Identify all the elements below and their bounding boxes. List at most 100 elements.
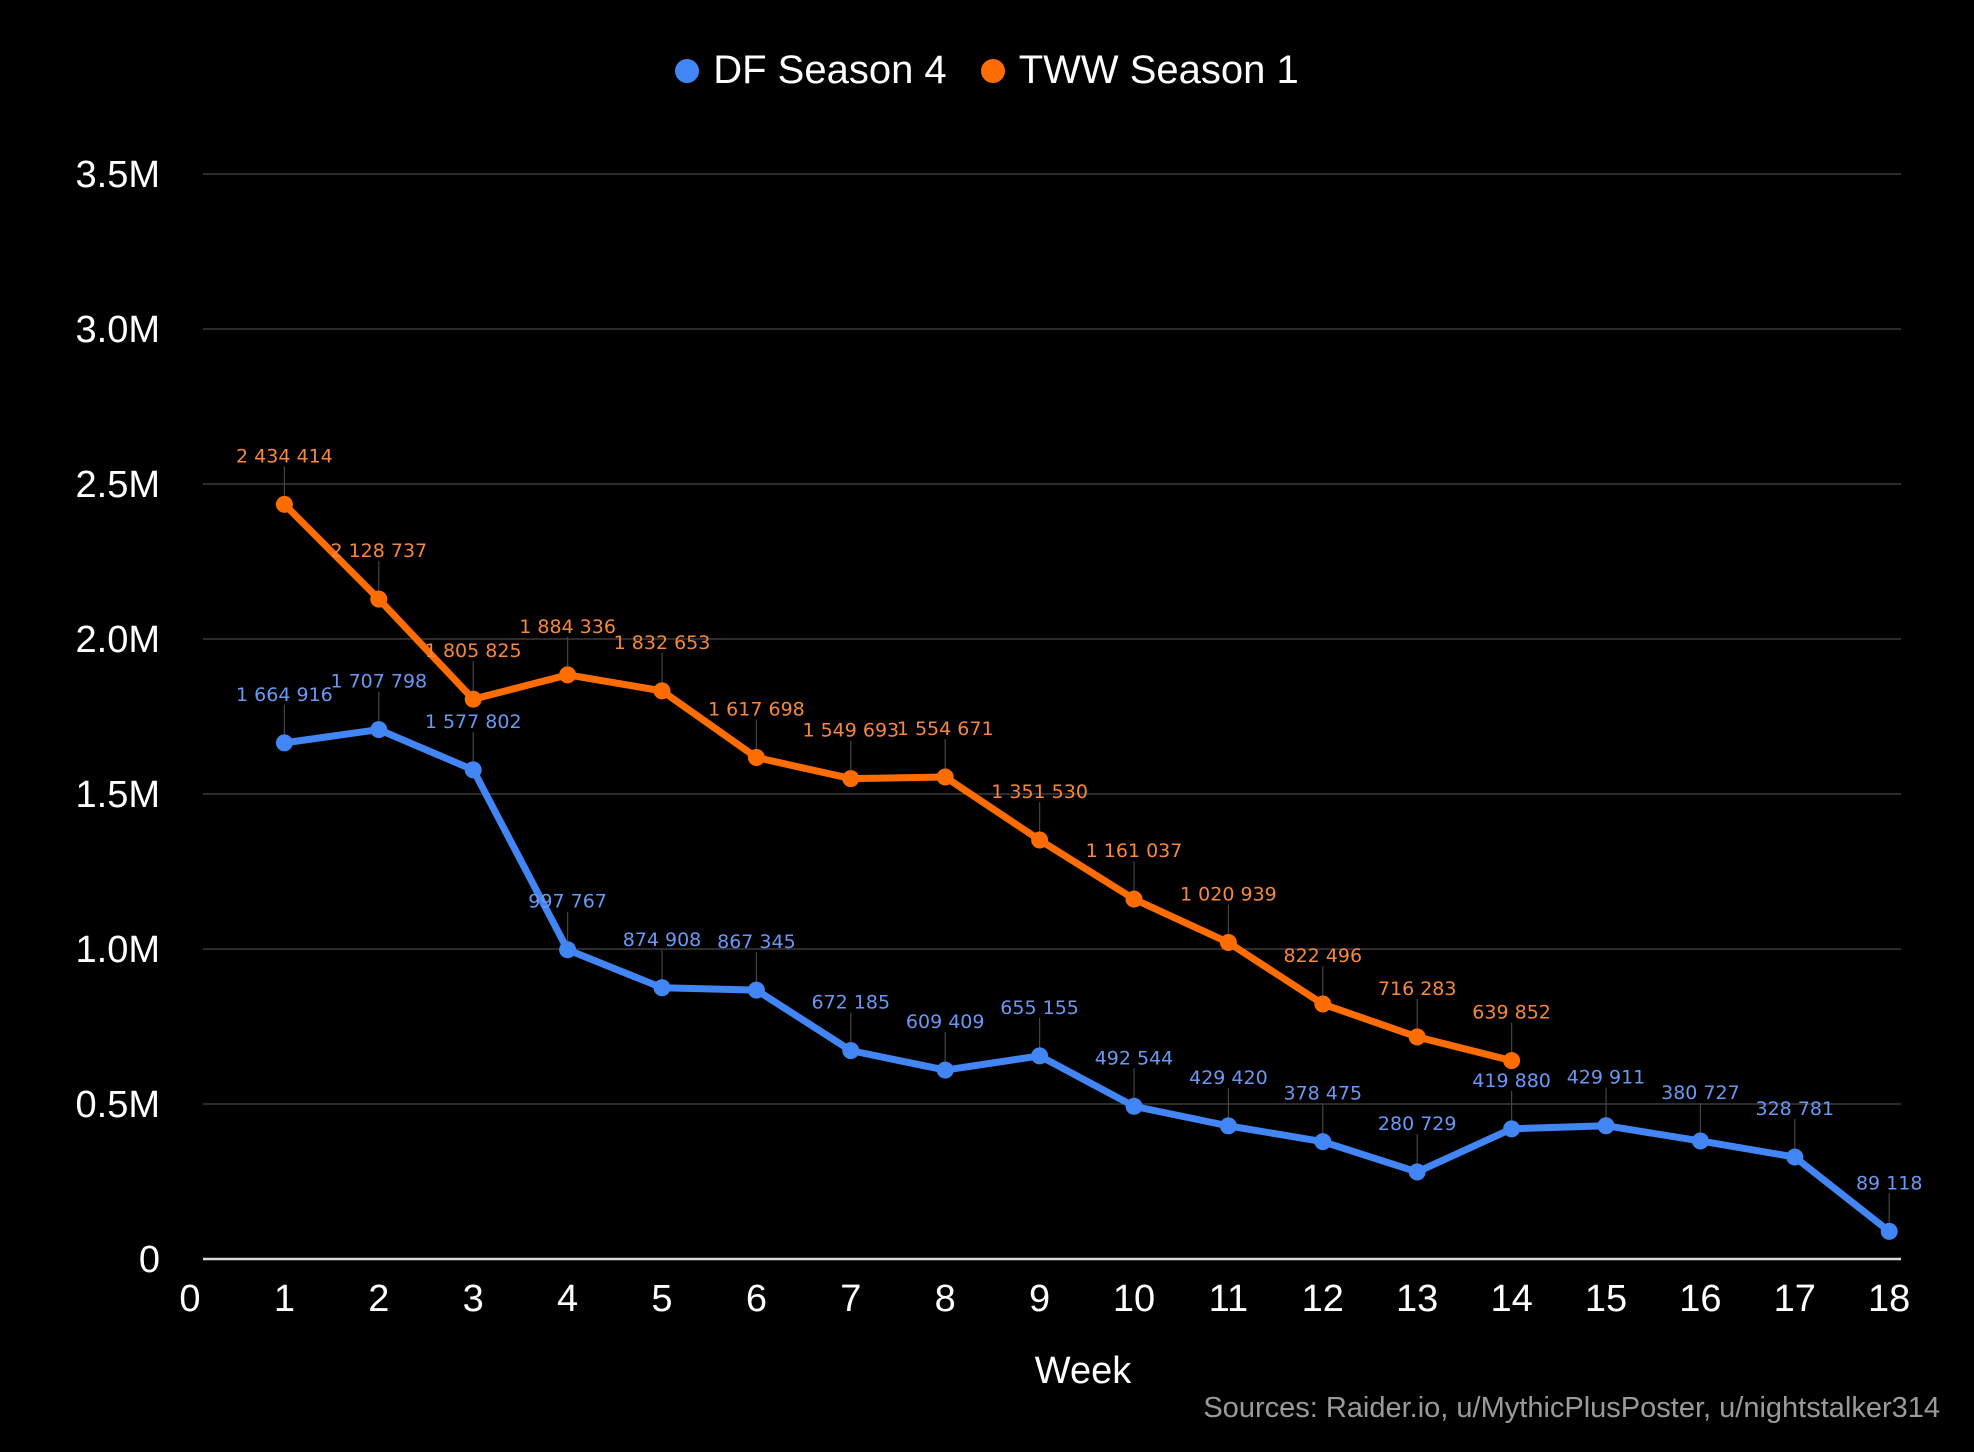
- data-point[interactable]: [936, 1061, 954, 1079]
- data-label: 1 161 037: [1086, 840, 1183, 862]
- data-point[interactable]: [370, 721, 388, 739]
- data-label: 1 549 693: [802, 720, 899, 742]
- x-tick-label: 14: [1490, 1278, 1532, 1320]
- data-point[interactable]: [1031, 1047, 1049, 1065]
- data-label: 672 185: [812, 992, 891, 1014]
- leader-lines: [283, 466, 1513, 1053]
- data-point[interactable]: [842, 770, 860, 788]
- data-point[interactable]: [936, 768, 954, 786]
- data-point[interactable]: [1125, 1097, 1143, 1115]
- legend-label-df-season-4: DF Season 4: [713, 48, 947, 92]
- data-point[interactable]: [1597, 1117, 1615, 1135]
- y-tick-label: 1.5M: [76, 774, 160, 816]
- data-point[interactable]: [1314, 995, 1332, 1013]
- legend-item-tww-season-1[interactable]: TWW Season 1: [980, 48, 1299, 93]
- legend: DF Season 4 TWW Season 1: [0, 48, 1974, 93]
- data-label: 1 884 336: [519, 616, 616, 638]
- x-tick-label: 18: [1868, 1278, 1910, 1320]
- x-tick-label: 3: [463, 1278, 484, 1320]
- source-note: Sources: Raider.io, u/MythicPlusPoster, …: [1203, 1392, 1940, 1424]
- data-label: 419 880: [1472, 1070, 1551, 1092]
- x-tick-label: 4: [557, 1278, 578, 1320]
- data-label: 1 351 530: [991, 781, 1088, 803]
- data-point[interactable]: [1691, 1132, 1709, 1150]
- data-label: 1 707 798: [330, 671, 427, 693]
- data-label: 1 577 802: [425, 711, 522, 733]
- data-label: 1 805 825: [425, 640, 522, 662]
- legend-item-df-season-4[interactable]: DF Season 4: [675, 48, 947, 93]
- data-point[interactable]: [1219, 934, 1237, 952]
- data-point[interactable]: [275, 495, 293, 513]
- data-point[interactable]: [464, 761, 482, 779]
- series-line-tww-season-1: [280, 500, 1516, 1065]
- data-point[interactable]: [1031, 831, 1049, 849]
- data-label: 997 767: [528, 891, 607, 913]
- data-point[interactable]: [747, 749, 765, 767]
- x-tick-label: 13: [1396, 1278, 1438, 1320]
- y-tick-label: 0: [139, 1239, 160, 1281]
- data-point[interactable]: [653, 682, 671, 700]
- data-label: 874 908: [623, 929, 702, 951]
- data-label: 2 128 737: [330, 540, 427, 562]
- leader-lines: [283, 691, 1890, 1224]
- y-tick-label: 0.5M: [76, 1084, 160, 1126]
- data-label: 429 420: [1189, 1067, 1268, 1089]
- data-label: 1 617 698: [708, 699, 805, 721]
- x-tick-label: 7: [840, 1278, 861, 1320]
- y-tick-label: 2.0M: [76, 619, 160, 661]
- data-point[interactable]: [1125, 890, 1143, 908]
- data-point[interactable]: [559, 941, 577, 959]
- legend-label-tww-season-1: TWW Season 1: [1018, 48, 1299, 92]
- data-label: 328 781: [1756, 1098, 1835, 1120]
- x-tick-label: 11: [1209, 1278, 1248, 1320]
- data-label: 655 155: [1000, 997, 1079, 1019]
- data-label: 378 475: [1284, 1083, 1363, 1105]
- data-point[interactable]: [370, 590, 388, 608]
- data-label: 492 544: [1095, 1047, 1174, 1069]
- y-tick-label: 3.5M: [76, 154, 160, 196]
- data-label: 280 729: [1378, 1113, 1457, 1135]
- x-tick-label: 5: [651, 1278, 672, 1320]
- data-point[interactable]: [1786, 1148, 1804, 1166]
- x-axis-title: Week: [1035, 1350, 1132, 1392]
- data-label: 822 496: [1284, 945, 1363, 967]
- data-point[interactable]: [275, 734, 293, 752]
- data-label: 429 911: [1567, 1067, 1646, 1089]
- x-tick-label: 17: [1774, 1278, 1816, 1320]
- data-point[interactable]: [653, 979, 671, 997]
- data-point[interactable]: [1408, 1163, 1426, 1181]
- data-point[interactable]: [1219, 1117, 1237, 1135]
- y-tick-label: 1.0M: [76, 929, 160, 971]
- x-tick-label: 10: [1113, 1278, 1155, 1320]
- data-label: 1 832 653: [614, 632, 711, 654]
- data-label: 89 118: [1856, 1172, 1922, 1194]
- data-point[interactable]: [1314, 1133, 1332, 1151]
- y-tick-label: 3.0M: [76, 309, 160, 351]
- data-point[interactable]: [1408, 1028, 1426, 1046]
- data-label: 2 434 414: [236, 445, 333, 467]
- data-point[interactable]: [1503, 1120, 1521, 1138]
- y-axis-ticks: 0 0.5M 1.0M 1.5M 2.0M 2.5M 3.0M 3.5M: [76, 154, 160, 1281]
- data-point[interactable]: [747, 981, 765, 999]
- data-point[interactable]: [1880, 1222, 1898, 1240]
- data-label: 380 727: [1661, 1082, 1740, 1104]
- data-label: 1 664 916: [236, 684, 333, 706]
- x-tick-label: 16: [1679, 1278, 1721, 1320]
- legend-dot-df-season-4: [675, 58, 700, 83]
- data-point[interactable]: [1503, 1052, 1521, 1070]
- x-tick-label: 8: [935, 1278, 956, 1320]
- legend-dot-tww-season-1: [980, 58, 1005, 83]
- data-point[interactable]: [464, 690, 482, 708]
- x-tick-label: 9: [1029, 1278, 1050, 1320]
- data-label: 639 852: [1472, 1002, 1551, 1024]
- data-point[interactable]: [559, 666, 577, 684]
- x-axis-ticks: 0 1 2 3 4 5 6 7 8 9 10 11 12 13 14 15 16 17 18: [179, 1278, 1910, 1320]
- data-point[interactable]: [842, 1042, 860, 1060]
- x-tick-label: 1: [274, 1278, 295, 1320]
- gridlines: [203, 173, 1901, 1261]
- x-tick-label: 2: [368, 1278, 389, 1320]
